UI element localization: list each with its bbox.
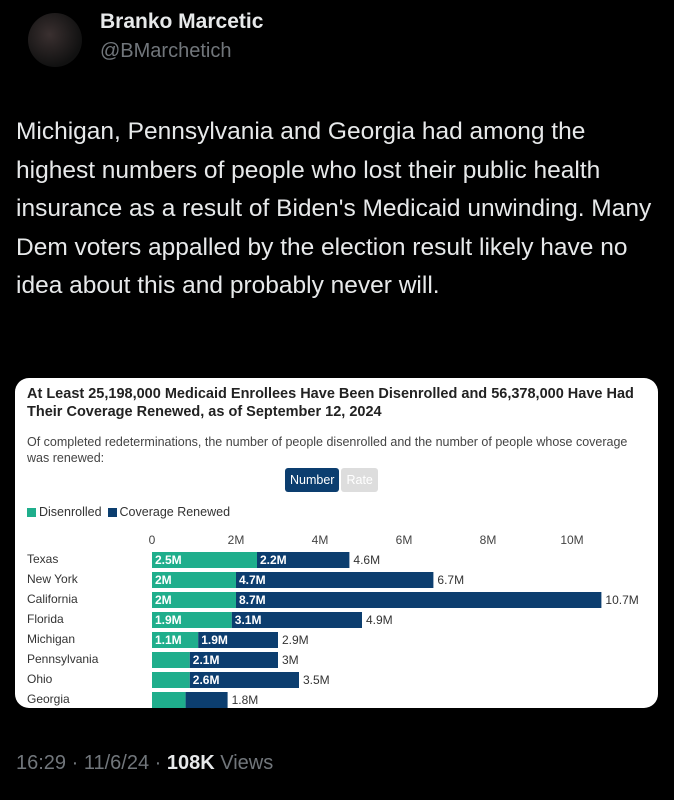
category-label: New York bbox=[27, 572, 79, 586]
category-label: California bbox=[27, 592, 78, 606]
chart-title: At Least 25,198,000 Medicaid Enrollees H… bbox=[27, 386, 634, 420]
x-tick-label: 0 bbox=[149, 533, 156, 547]
bar-label: 2.1M bbox=[193, 653, 220, 667]
total-label: 6.7M bbox=[437, 573, 464, 587]
bar-segment bbox=[152, 672, 190, 688]
bar-label: 1.1M bbox=[155, 633, 182, 647]
tweet-text: Michigan, Pennsylvania and Georgia had a… bbox=[16, 118, 652, 299]
bar-segment bbox=[189, 672, 299, 688]
bar-segment bbox=[257, 552, 350, 568]
legend-swatch bbox=[27, 508, 36, 517]
category-label: Texas bbox=[27, 552, 58, 566]
total-label: 2.9M bbox=[282, 633, 309, 647]
bar-segment bbox=[185, 692, 228, 708]
bar-segment bbox=[152, 612, 232, 628]
category-label: Florida bbox=[27, 612, 64, 626]
x-tick-label: 10M bbox=[560, 533, 583, 547]
bar-segment bbox=[152, 572, 236, 588]
chart-subtitle: Of completed redeterminations, the numbe… bbox=[27, 435, 628, 465]
bar-label: 2.6M bbox=[193, 673, 220, 687]
tweet-meta: 16:29 · 11/6/24 · 108K Views bbox=[16, 752, 273, 775]
bar-segment bbox=[231, 612, 362, 628]
legend: Disenrolled Coverage Renewed bbox=[27, 505, 230, 519]
bar-segment bbox=[152, 692, 186, 708]
bar-label: 1.9M bbox=[201, 633, 228, 647]
x-tick-label: 8M bbox=[480, 533, 497, 547]
bar-segment bbox=[236, 572, 434, 588]
toggle-button[interactable]: Number bbox=[285, 468, 340, 492]
bar-segment bbox=[152, 552, 257, 568]
category-label: Michigan bbox=[27, 632, 75, 646]
bar-segment bbox=[152, 652, 190, 668]
handle[interactable]: @BMarchetich bbox=[100, 40, 232, 62]
timestamp[interactable]: 16:29 · 11/6/24 · bbox=[16, 752, 162, 774]
view-count: 108K bbox=[166, 752, 215, 774]
bar-label: 4.7M bbox=[239, 573, 266, 587]
legend-label: Coverage Renewed bbox=[119, 505, 231, 519]
total-label: 1.8M bbox=[232, 693, 259, 707]
chart-card[interactable]: At Least 25,198,000 Medicaid Enrollees H… bbox=[15, 378, 658, 708]
bar-label: 2.5M bbox=[155, 553, 182, 567]
views-label: Views bbox=[220, 752, 274, 774]
bar-label: 2.2M bbox=[260, 553, 287, 567]
bar-segment bbox=[152, 592, 236, 608]
bar-segment bbox=[189, 652, 278, 668]
legend-item: Disenrolled bbox=[27, 505, 102, 519]
x-tick-label: 6M bbox=[396, 533, 413, 547]
bar-label: 8.7M bbox=[239, 593, 266, 607]
category-label: Georgia bbox=[27, 692, 70, 706]
bar-label: 1.9M bbox=[155, 613, 182, 627]
x-tick-label: 4M bbox=[312, 533, 329, 547]
total-label: 3.5M bbox=[303, 673, 330, 687]
bar-label: 3.1M bbox=[235, 613, 262, 627]
total-label: 4.9M bbox=[366, 613, 393, 627]
bar-segment bbox=[198, 632, 278, 648]
bar-label: 2M bbox=[155, 593, 172, 607]
chart: 0 2M 4M 6M 8M 10M Texas 2.5M 2.2M 4.6M New York 2M 4… bbox=[27, 533, 639, 708]
legend-item: Coverage Renewed bbox=[107, 505, 231, 519]
avatar[interactable] bbox=[28, 13, 82, 67]
x-tick-label: 2M bbox=[228, 533, 245, 547]
bar-label: 2M bbox=[155, 573, 172, 587]
legend-swatch bbox=[107, 508, 117, 517]
toggle: Number Rate bbox=[285, 468, 378, 492]
category-label: Ohio bbox=[27, 672, 53, 686]
legend-label: Disenrolled bbox=[39, 505, 102, 519]
category-label: Pennsylvania bbox=[27, 652, 99, 666]
bar-segment bbox=[236, 592, 602, 608]
total-label: 3M bbox=[282, 653, 299, 667]
toggle-button[interactable]: Rate bbox=[341, 468, 378, 492]
total-label: 10.7M bbox=[605, 593, 638, 607]
bar-segment bbox=[152, 632, 199, 648]
total-label: 4.6M bbox=[353, 553, 380, 567]
display-name[interactable]: Branko Marcetic bbox=[100, 10, 264, 33]
